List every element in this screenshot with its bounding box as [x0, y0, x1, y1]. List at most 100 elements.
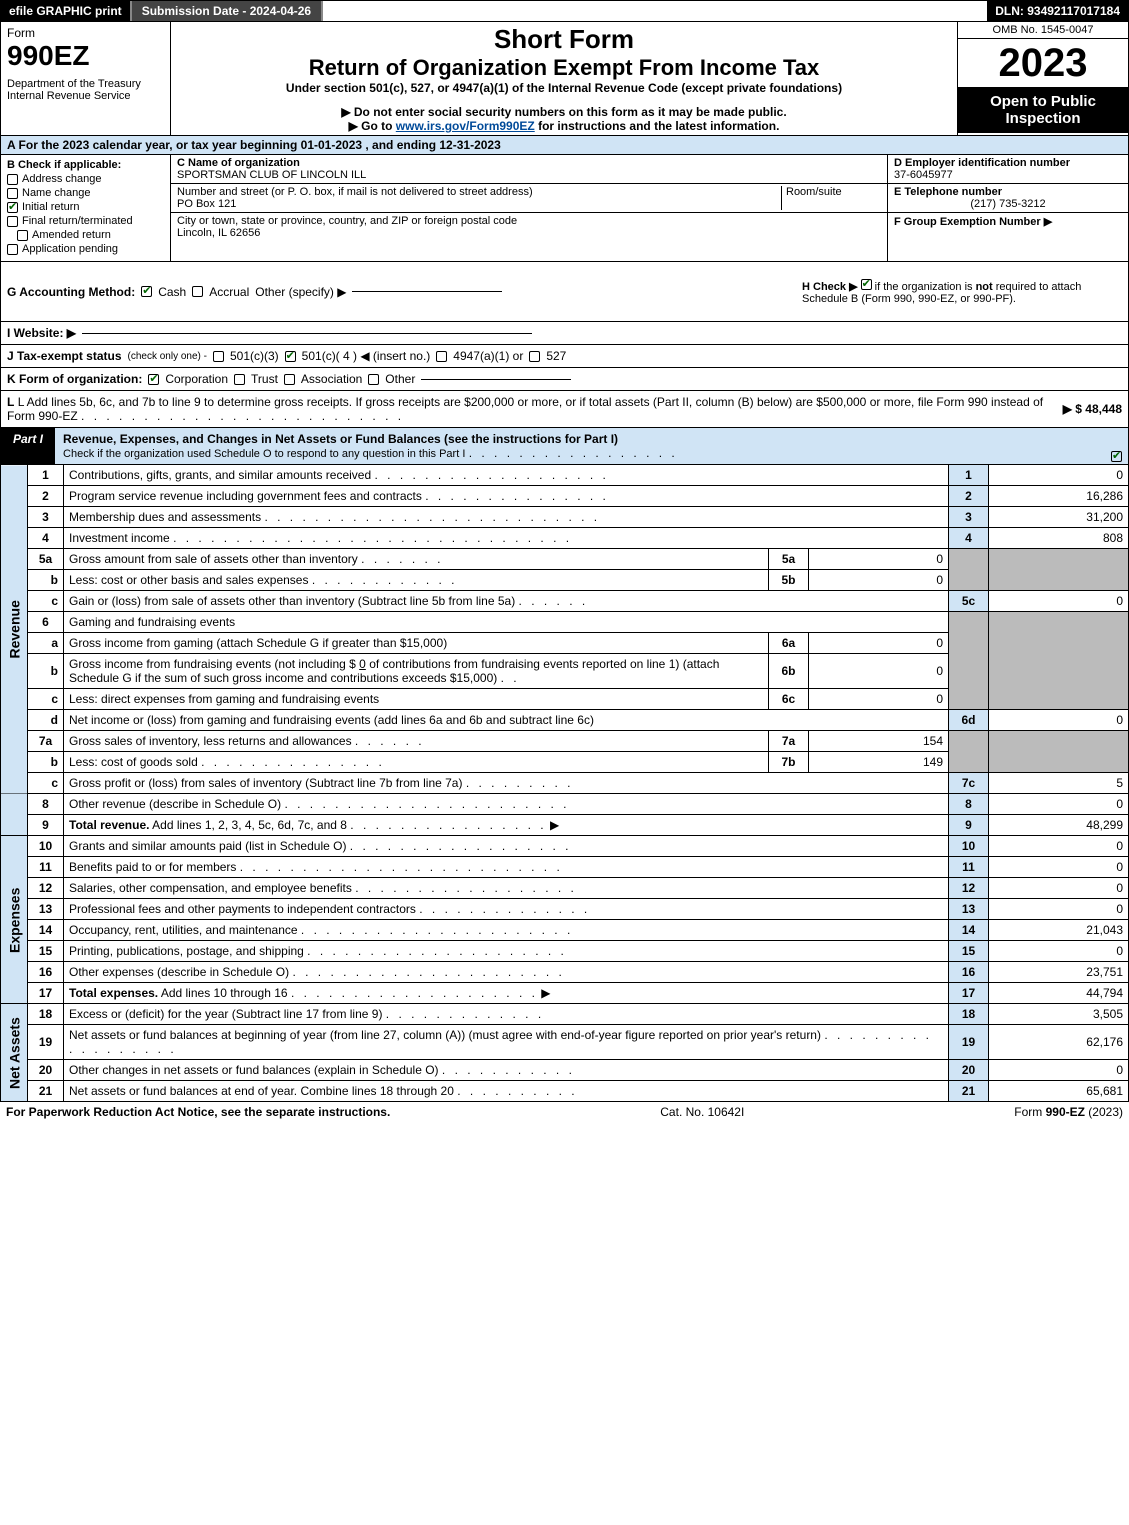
col-b-checkboxes: B Check if applicable: Address change Na… — [1, 155, 171, 261]
page-footer: For Paperwork Reduction Act Notice, see … — [0, 1102, 1129, 1122]
j-label: J Tax-exempt status — [7, 349, 122, 363]
phone-label: E Telephone number — [894, 186, 1122, 198]
checkbox-application-pending[interactable] — [7, 244, 18, 255]
phone-value: (217) 735-3212 — [894, 198, 1122, 210]
val-7a: 154 — [809, 731, 949, 752]
street-label: Number and street (or P. O. box, if mail… — [177, 186, 781, 198]
checkbox-527[interactable] — [529, 351, 540, 362]
amt-14: 21,043 — [989, 920, 1129, 941]
amt-8: 0 — [989, 794, 1129, 815]
dln-label: DLN: 93492117017184 — [987, 1, 1128, 21]
col-c-org-info: C Name of organization SPORTSMAN CLUB OF… — [171, 155, 888, 261]
other-org-line[interactable] — [421, 379, 571, 380]
amt-5c: 0 — [989, 591, 1129, 612]
val-7b: 149 — [809, 752, 949, 773]
checkbox-address-change[interactable] — [7, 174, 18, 185]
checkbox-cash[interactable] — [141, 286, 152, 297]
k-label: K Form of organization: — [7, 372, 142, 386]
checkbox-h[interactable] — [861, 279, 872, 290]
omb-number: OMB No. 1545-0047 — [958, 22, 1128, 39]
tax-year: 2023 — [958, 39, 1128, 87]
checkbox-corporation[interactable] — [148, 374, 159, 385]
amt-15: 0 — [989, 941, 1129, 962]
efile-print-label: efile GRAPHIC print — [1, 1, 130, 21]
form-word: Form — [7, 26, 164, 40]
city-label: City or town, state or province, country… — [177, 215, 881, 227]
amt-21: 65,681 — [989, 1081, 1129, 1102]
footer-form-ref: Form 990-EZ (2023) — [1014, 1105, 1123, 1119]
header-left: Form 990EZ Department of the Treasury In… — [1, 22, 171, 135]
checkbox-trust[interactable] — [234, 374, 245, 385]
header-right: OMB No. 1545-0047 2023 Open to Public In… — [958, 22, 1128, 135]
val-5b: 0 — [809, 570, 949, 591]
dept-label: Department of the Treasury Internal Reve… — [7, 78, 164, 102]
checkbox-association[interactable] — [284, 374, 295, 385]
row-i-website: I Website: ▶ — [0, 322, 1129, 345]
ein-label: D Employer identification number — [894, 157, 1122, 169]
checkbox-name-change[interactable] — [7, 188, 18, 199]
l-amount: ▶ $ 48,448 — [1063, 402, 1122, 416]
side-net-assets: Net Assets — [1, 1004, 28, 1102]
checkbox-4947a1[interactable] — [436, 351, 447, 362]
amt-20: 0 — [989, 1060, 1129, 1081]
checkbox-amended-return[interactable] — [17, 230, 28, 241]
org-name-label: C Name of organization — [177, 157, 881, 169]
checkbox-initial-return[interactable] — [7, 202, 18, 213]
website-line[interactable] — [82, 333, 532, 334]
checkbox-501c[interactable] — [285, 351, 296, 362]
checkbox-accrual[interactable] — [192, 286, 203, 297]
footer-cat-no: Cat. No. 10642I — [660, 1105, 744, 1119]
val-6c: 0 — [809, 689, 949, 710]
amt-3: 31,200 — [989, 507, 1129, 528]
amt-17: 44,794 — [989, 983, 1129, 1004]
val-6a: 0 — [809, 633, 949, 654]
side-expenses: Expenses — [1, 836, 28, 1004]
room-suite-label: Room/suite — [781, 186, 881, 210]
section-a-period: A For the 2023 calendar year, or tax yea… — [0, 136, 1129, 155]
group-exemption-label: F Group Exemption Number ▶ — [894, 215, 1122, 228]
amt-18: 3,505 — [989, 1004, 1129, 1025]
val-5a: 0 — [809, 549, 949, 570]
checkbox-schedule-o[interactable] — [1111, 451, 1122, 462]
lines-table: Revenue 1 Contributions, gifts, grants, … — [0, 465, 1129, 1102]
instruction-1: ▶ Do not enter social security numbers o… — [177, 105, 951, 119]
part-1-header: Part I Revenue, Expenses, and Changes in… — [0, 428, 1129, 465]
side-revenue: Revenue — [1, 465, 28, 794]
amt-7c: 5 — [989, 773, 1129, 794]
amt-6d: 0 — [989, 710, 1129, 731]
amt-13: 0 — [989, 899, 1129, 920]
checkbox-final-return[interactable] — [7, 216, 18, 227]
info-grid: B Check if applicable: Address change Na… — [0, 155, 1129, 262]
i-label: I Website: ▶ — [7, 326, 76, 340]
amt-2: 16,286 — [989, 486, 1129, 507]
row-g-h: G Accounting Method: Cash Accrual Other … — [0, 262, 1129, 322]
part-1-label: Part I — [1, 428, 55, 464]
instruction-2: ▶ Go to www.irs.gov/Form990EZ for instru… — [177, 119, 951, 133]
part-1-title: Revenue, Expenses, and Changes in Net As… — [55, 428, 1105, 464]
row-k-org-form: K Form of organization: Corporation Trus… — [0, 368, 1129, 391]
form-header: Form 990EZ Department of the Treasury In… — [0, 22, 1129, 136]
amt-12: 0 — [989, 878, 1129, 899]
footer-left: For Paperwork Reduction Act Notice, see … — [6, 1105, 390, 1119]
amt-10: 0 — [989, 836, 1129, 857]
amt-9: 48,299 — [989, 815, 1129, 836]
checkbox-other-org[interactable] — [368, 374, 379, 385]
row-l-gross-receipts: L L Add lines 5b, 6c, and 7b to line 9 t… — [0, 391, 1129, 428]
top-bar: efile GRAPHIC print Submission Date - 20… — [0, 0, 1129, 22]
amt-11: 0 — [989, 857, 1129, 878]
amt-16: 23,751 — [989, 962, 1129, 983]
g-label: G Accounting Method: — [7, 285, 135, 299]
form-number: 990EZ — [7, 40, 164, 72]
city-value: Lincoln, IL 62656 — [177, 227, 881, 239]
val-6b: 0 — [809, 654, 949, 689]
amt-1: 0 — [989, 465, 1129, 486]
checkbox-501c3[interactable] — [213, 351, 224, 362]
amt-19: 62,176 — [989, 1025, 1129, 1060]
irs-link[interactable]: www.irs.gov/Form990EZ — [396, 119, 535, 133]
ein-value: 37-6045977 — [894, 169, 1122, 181]
main-title: Return of Organization Exempt From Incom… — [177, 55, 951, 81]
open-public-inspection: Open to Public Inspection — [958, 87, 1128, 133]
org-name: SPORTSMAN CLUB OF LINCOLN ILL — [177, 169, 881, 181]
other-specify-line[interactable] — [352, 291, 502, 292]
subtitle: Under section 501(c), 527, or 4947(a)(1)… — [177, 81, 951, 95]
